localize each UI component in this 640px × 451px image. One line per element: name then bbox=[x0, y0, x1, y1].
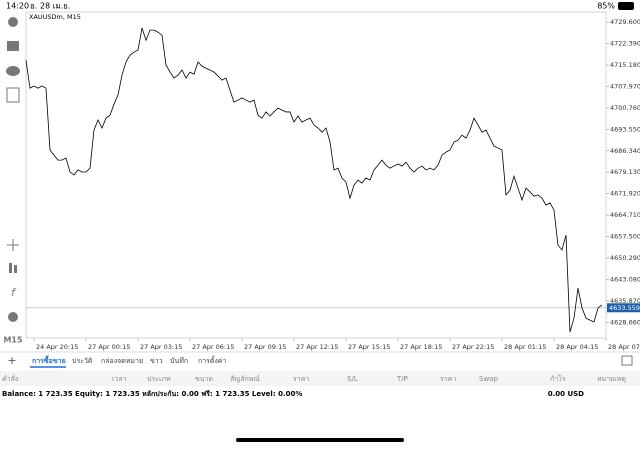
objects-icon[interactable] bbox=[8, 312, 18, 322]
column-header: ประเภท bbox=[147, 375, 171, 383]
chat-icon[interactable] bbox=[6, 66, 20, 76]
column-header: เวลา bbox=[112, 375, 127, 383]
y-tick-label: 4707.970 bbox=[610, 82, 640, 90]
y-tick-label: 4643.080 bbox=[610, 275, 640, 283]
column-header: ราคา bbox=[293, 375, 309, 383]
plot-frame bbox=[25, 11, 607, 339]
timeframe[interactable]: M15 bbox=[3, 336, 23, 345]
add-button[interactable]: + bbox=[7, 354, 16, 367]
x-tick-label: 27 Apr 18:15 bbox=[400, 343, 442, 351]
left-toolbar: f bbox=[6, 17, 20, 322]
x-tick-label: 27 Apr 22:15 bbox=[452, 343, 494, 351]
y-tick-label: 4693.550 bbox=[610, 125, 640, 133]
status-time: 14:20 bbox=[6, 2, 29, 11]
column-header: กำไร bbox=[550, 374, 566, 383]
y-tick-label: 4722.390 bbox=[610, 40, 640, 48]
battery-text: 85% bbox=[597, 2, 615, 11]
chart-type-icon[interactable] bbox=[9, 263, 12, 273]
battery-icon bbox=[618, 2, 634, 10]
y-tick-label: 4700.760 bbox=[610, 104, 640, 112]
y-tick-label: 4671.920 bbox=[610, 190, 640, 198]
chart-title: XAUUSDm, M15 bbox=[29, 13, 81, 21]
crosshair-icon[interactable] bbox=[7, 239, 19, 251]
y-tick-label: 4657.500 bbox=[610, 233, 640, 241]
y-tick-label: 4679.130 bbox=[610, 168, 640, 176]
header-row bbox=[0, 371, 640, 386]
account-summary: Balance: 1 723.35 Equity: 1 723.35 หลักป… bbox=[2, 390, 302, 398]
column-header: ขนาด bbox=[195, 375, 213, 383]
x-tick-label: 27 Apr 09:15 bbox=[244, 343, 286, 351]
y-tick-label: 4729.600 bbox=[610, 18, 640, 26]
account-icon[interactable] bbox=[8, 17, 18, 27]
last-price-label: 4633.559 bbox=[609, 304, 640, 312]
account-profit: 0.00 USD bbox=[548, 390, 584, 398]
chart-type-icon-2[interactable] bbox=[14, 265, 17, 273]
tab[interactable]: ประวัติ bbox=[72, 357, 93, 365]
new-order-icon[interactable] bbox=[6, 87, 20, 103]
tab[interactable]: การตั้งค่า bbox=[198, 354, 227, 365]
price-line bbox=[25, 27, 603, 333]
x-tick-label: 28 Apr 01:15 bbox=[504, 343, 546, 351]
column-header: สัญลักษณ์ bbox=[230, 375, 260, 383]
column-header: หมายเหตุ bbox=[597, 375, 626, 383]
column-header: T/P bbox=[396, 375, 408, 383]
tab[interactable]: ข่าว bbox=[150, 357, 163, 365]
y-tick-label: 4635.870 bbox=[610, 297, 640, 305]
tab[interactable]: บันทึก bbox=[170, 356, 188, 365]
x-tick-label: 27 Apr 15:15 bbox=[348, 343, 390, 351]
column-header: คำสั่ง bbox=[2, 374, 18, 383]
y-tick-label: 4650.290 bbox=[610, 254, 640, 262]
column-header: ราคา bbox=[440, 375, 456, 383]
column-header: Swap bbox=[479, 375, 498, 383]
y-tick-label: 4628.660 bbox=[610, 318, 640, 326]
x-tick-label: 28 Apr 07:15 bbox=[608, 343, 640, 351]
x-tick-label: 27 Apr 00:15 bbox=[88, 343, 130, 351]
y-tick-label: 4686.340 bbox=[610, 147, 640, 155]
x-tick-label: 27 Apr 06:15 bbox=[192, 343, 234, 351]
balance-row bbox=[0, 387, 640, 401]
status-date: อ. 28 เม.ย. bbox=[30, 2, 70, 11]
panel-icon[interactable] bbox=[621, 355, 633, 366]
column-header: S/L bbox=[347, 375, 358, 383]
x-tick-label: 27 Apr 03:15 bbox=[140, 343, 182, 351]
home-indicator bbox=[236, 438, 404, 442]
x-tick-label: 28 Apr 04:15 bbox=[556, 343, 598, 351]
tab[interactable]: การซื้อขาย bbox=[32, 354, 66, 365]
x-tick-label: 27 Apr 12:15 bbox=[296, 343, 338, 351]
y-tick-label: 4715.180 bbox=[610, 61, 640, 69]
trade-icon[interactable] bbox=[7, 41, 19, 51]
x-tick-label: 24 Apr 20:15 bbox=[36, 343, 78, 351]
y-tick-label: 4664.710 bbox=[610, 211, 640, 219]
indicator-icon[interactable]: f bbox=[11, 286, 17, 299]
tab[interactable]: กล่องจดหมาย bbox=[101, 357, 143, 365]
last-price-box bbox=[607, 303, 640, 313]
